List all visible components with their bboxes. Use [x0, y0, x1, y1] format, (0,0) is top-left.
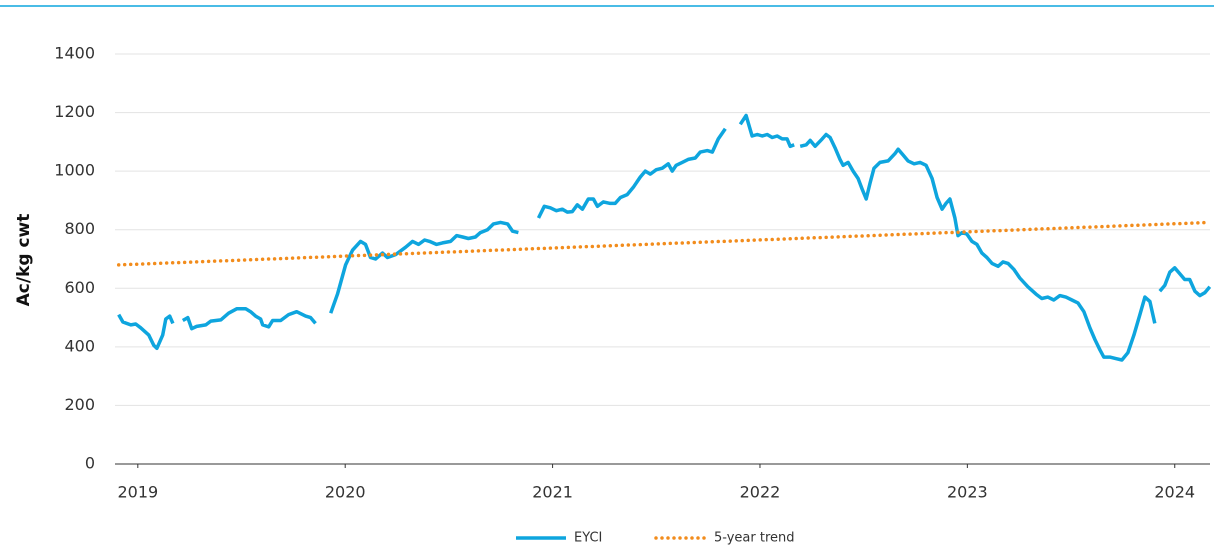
- y-tick-label: 400: [64, 336, 95, 355]
- x-tick-label: 2020: [325, 483, 366, 502]
- y-tick-label: 600: [64, 278, 95, 297]
- data-line: [116, 220, 1212, 267]
- data-line: [117, 113, 1212, 362]
- x-tick-label: 2019: [117, 483, 158, 502]
- y-tick-label: 0: [85, 454, 95, 473]
- y-tick-label: 200: [64, 395, 95, 414]
- y-tick-label: 1400: [54, 44, 95, 63]
- x-tick-label: 2021: [532, 483, 573, 502]
- legend-label: EYCI: [574, 531, 602, 546]
- x-tick-label: 2022: [740, 483, 781, 502]
- y-tick-label: 1200: [54, 102, 95, 121]
- y-tick-label: 800: [64, 219, 95, 238]
- x-tick-label: 2023: [947, 483, 988, 502]
- legend: EYCI 5-year trend: [516, 531, 795, 546]
- y-axis-label: Ac/kg cwt: [14, 214, 34, 307]
- y-tick-label: 1000: [54, 161, 95, 180]
- legend-label: 5-year trend: [714, 531, 795, 546]
- x-tick-label: 2024: [1154, 483, 1195, 502]
